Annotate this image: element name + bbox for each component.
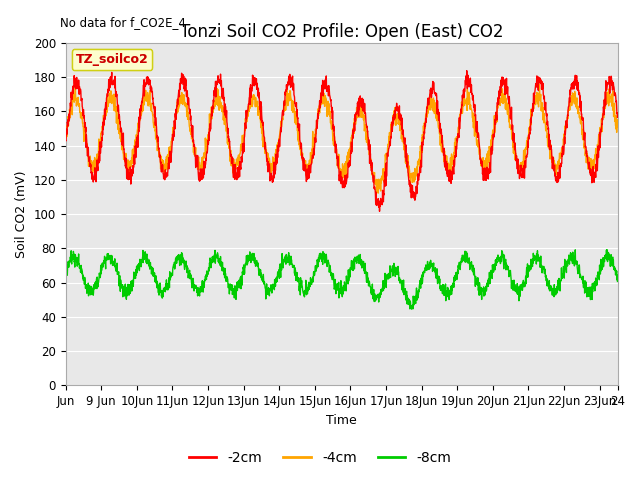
- X-axis label: Time: Time: [326, 414, 357, 427]
- Title: Tonzi Soil CO2 Profile: Open (East) CO2: Tonzi Soil CO2 Profile: Open (East) CO2: [180, 23, 503, 41]
- Text: No data for f_CO2E_4: No data for f_CO2E_4: [60, 16, 186, 29]
- Legend: -2cm, -4cm, -8cm: -2cm, -4cm, -8cm: [183, 445, 457, 471]
- Y-axis label: Soil CO2 (mV): Soil CO2 (mV): [15, 170, 28, 258]
- Legend: TZ_soilco2: TZ_soilco2: [72, 49, 152, 70]
